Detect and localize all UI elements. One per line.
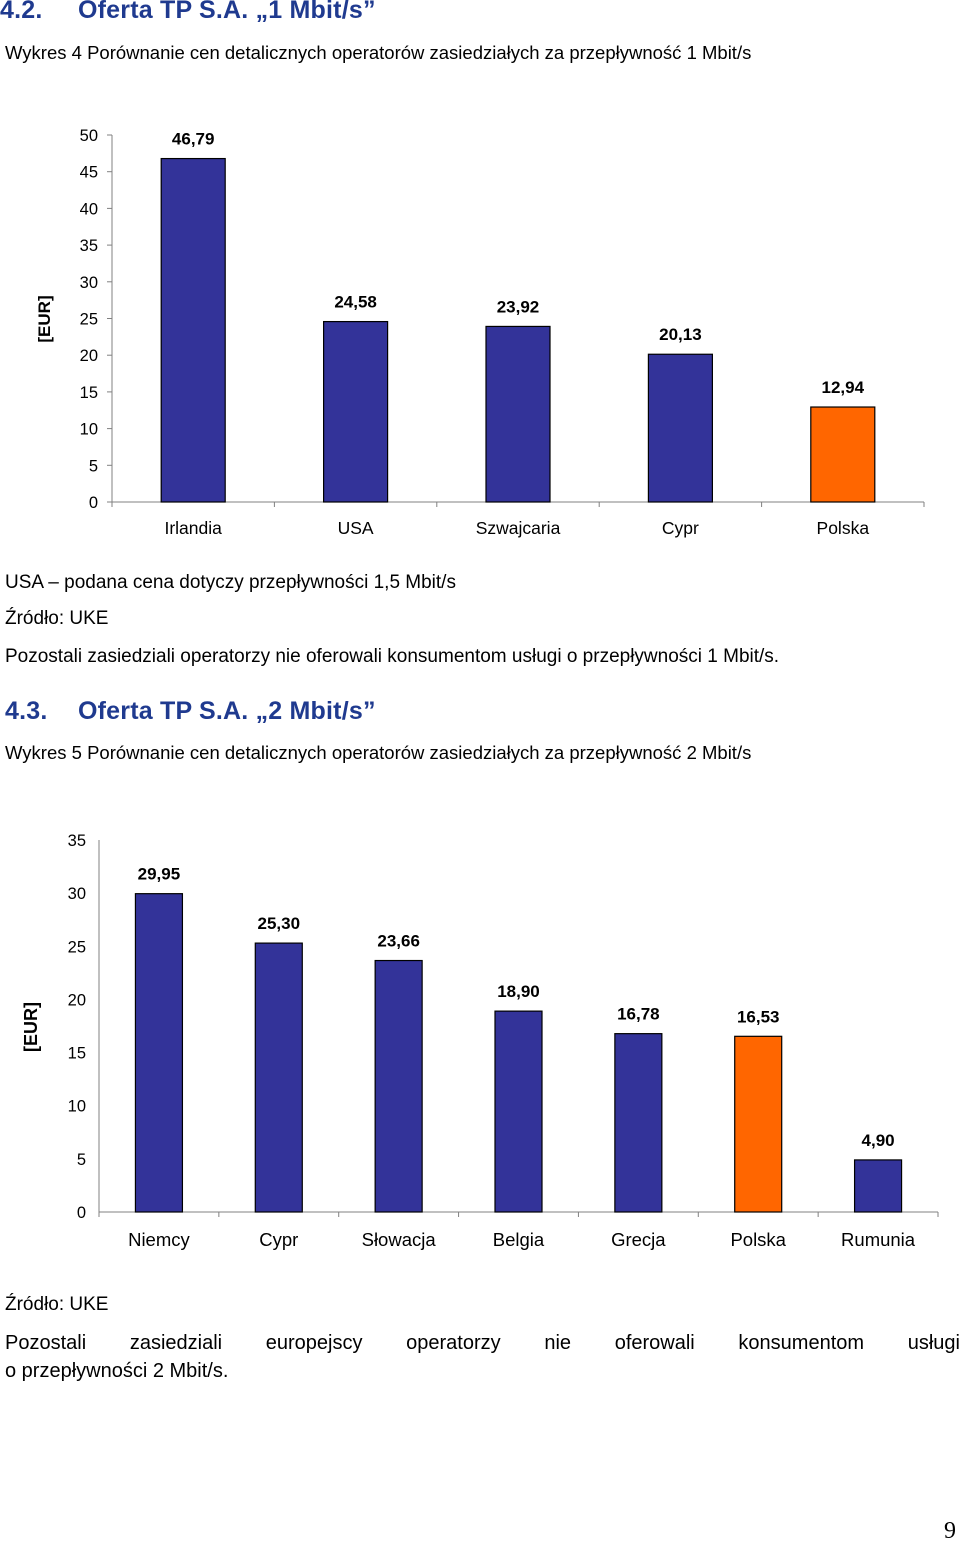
paragraph-word: usługi [907,1332,960,1354]
section-title: Oferta TP S.A. „2 Mbit/s” [78,697,376,725]
bar-cypr [647,353,714,503]
y-tick-label: 5 [77,1151,86,1169]
bar-cypr [254,942,303,1213]
source-note-1: Źródło: UKE [5,608,109,629]
bar-value-label: 16,78 [617,1005,660,1024]
usa-note: USA – podana cena dotyczy przepływności … [5,572,456,593]
bar-irlandia [160,157,226,503]
bar-szwajcaria [485,325,551,503]
paragraph-word: Pozostali [5,1332,87,1354]
bar-value-label: 20,13 [659,325,702,344]
chart-caption-1: Wykres 4 Porównanie cen detalicznych ope… [5,42,752,63]
bar-słowacja [374,959,423,1213]
bar-chart-2mbit: [EUR] 0 5 10 15 20 25 30 35 29,95 Niemcy 25,30 Cypr 2… [21,832,939,1250]
y-tick-label: 5 [89,457,98,475]
x-category-label: Rumunia [841,1229,916,1250]
bar-usa [323,320,389,503]
section-number: 4.3. [5,697,48,725]
bar-value-label: 25,30 [258,914,301,933]
x-category-label: Niemcy [128,1229,190,1250]
paragraph-word: europejscy [265,1332,363,1354]
paragraph-word: zasiedziali [129,1332,223,1354]
y-tick-label: 30 [68,885,86,903]
paragraph-2-line-2: o przepływności 2 Mbit/s. [5,1360,229,1382]
bar-value-label: 29,95 [138,865,181,884]
x-category-label: Grecja [611,1229,666,1250]
y-axis-label: [EUR] [21,1002,41,1052]
y-tick-label: 0 [89,494,98,512]
x-category-label: Polska [730,1229,786,1250]
bar-polska [810,406,876,503]
y-tick-label: 40 [80,200,98,218]
paragraph-word: konsumentom [738,1332,865,1354]
bar-polska [734,1035,783,1213]
section-heading-4-2: 4.2. Oferta TP S.A. „1 Mbit/s” [0,0,376,25]
y-tick-label: 10 [68,1098,86,1116]
bar-value-label: 18,90 [497,982,540,1001]
paragraph-word: operatorzy [406,1332,501,1354]
x-category-label: Cypr [259,1229,298,1250]
y-tick-label: 25 [80,311,98,329]
y-tick-label: 15 [68,1045,86,1063]
y-tick-label: 15 [80,384,98,402]
y-tick-label: 20 [68,991,86,1009]
x-category-label: Słowacja [362,1229,437,1250]
paragraph-2-line-1: Pozostali zasiedziali europejscy operato… [5,1332,960,1355]
bar-value-label: 4,90 [862,1131,895,1150]
section-number: 4.2. [0,0,43,24]
x-category-label: Irlandia [164,518,222,538]
y-tick-label: 35 [80,237,98,255]
section-heading-4-3: 4.3. Oferta TP S.A. „2 Mbit/s” [5,697,376,726]
section-title: Oferta TP S.A. „1 Mbit/s” [78,0,376,24]
paragraph-word: nie [544,1332,572,1354]
bar-grecja [614,1033,663,1213]
y-tick-label: 25 [68,938,86,956]
y-tick-label: 20 [80,347,98,365]
page-number: 9 [944,1518,956,1544]
x-category-label: Cypr [662,518,699,538]
bar-value-label: 12,94 [822,378,865,397]
x-category-label: USA [338,518,374,538]
y-axis-label: [EUR] [35,295,54,342]
y-tick-label: 10 [80,421,98,439]
bar-value-label: 24,58 [334,293,377,312]
x-category-label: Polska [817,518,870,538]
y-tick-label: 35 [68,832,86,850]
bar-rumunia [853,1159,903,1213]
bar-value-label: 23,66 [377,932,420,951]
bar-value-label: 46,79 [172,130,215,149]
y-tick-label: 45 [80,164,98,182]
x-category-label: Szwajcaria [476,518,561,538]
y-tick-label: 30 [80,274,98,292]
bar-niemcy [134,893,184,1213]
source-note-2: Źródło: UKE [5,1294,109,1315]
bar-belgia [494,1010,543,1213]
y-tick-label: 50 [80,127,98,145]
bar-chart-1mbit: [EUR] 0 5 10 15 20 25 30 35 40 45 50 46,79 Irlandia 24… [35,127,925,538]
y-tick-label: 0 [77,1204,86,1222]
paragraph-word: oferowali [614,1332,695,1354]
bar-value-label: 16,53 [737,1007,780,1026]
bar-value-label: 23,92 [497,297,540,316]
x-category-label: Belgia [493,1229,545,1250]
chart-caption-2: Wykres 5 Porównanie cen detalicznych ope… [5,742,752,763]
paragraph-1: Pozostali zasiedziali operatorzy nie ofe… [5,646,780,667]
